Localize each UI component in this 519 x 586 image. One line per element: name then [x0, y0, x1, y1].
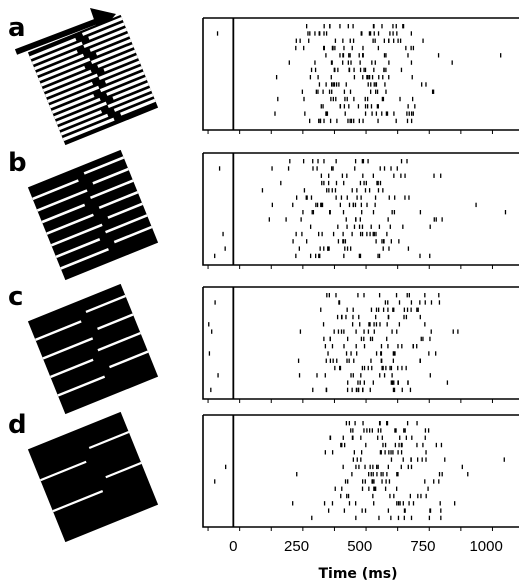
x-axis: 0 250 500 750 1000 Time (ms): [229, 538, 503, 582]
grating-line: [83, 149, 159, 175]
grating-stimulus: [27, 411, 159, 543]
grating-line: [38, 57, 91, 82]
panel-c: c: [8, 282, 519, 415]
x-axis-label: Time (ms): [318, 566, 397, 582]
panel-a: a: [8, 13, 519, 146]
x-tick-label: 250: [284, 538, 309, 555]
grating-bar: [62, 75, 159, 142]
grating-line: [46, 213, 94, 235]
grating-line: [33, 49, 78, 71]
raster-axis-frame: [202, 415, 519, 528]
grating-line: [39, 460, 87, 482]
grating-line: [29, 37, 77, 60]
grating-line: [36, 53, 85, 76]
panel-label: b: [8, 148, 27, 178]
grating-line: [34, 320, 82, 342]
grating-stimulus: [27, 149, 159, 281]
grating-line: [60, 113, 109, 136]
stimulus-square: [27, 411, 159, 543]
grating-line: [62, 117, 115, 142]
grating-line: [52, 490, 104, 513]
grating-line: [31, 41, 83, 65]
grating-line: [49, 85, 100, 109]
grating-line: [47, 81, 94, 103]
grating-line: [58, 109, 103, 131]
grating-stimulus: [27, 283, 159, 415]
grating-line: [55, 238, 101, 259]
raster-axis-frame: [202, 18, 519, 131]
grating-line: [41, 203, 86, 224]
grating-line: [50, 223, 103, 247]
grating-line: [60, 247, 109, 270]
panel-d: d: [8, 410, 519, 543]
grating-line: [120, 75, 159, 116]
grating-stimulus: [27, 14, 159, 146]
x-tick-label: 750: [410, 538, 435, 555]
grating-line: [42, 337, 94, 360]
grating-line: [49, 358, 94, 379]
panel-b: b: [8, 148, 519, 281]
grating-line: [113, 203, 159, 244]
grating-bar: [55, 59, 159, 125]
grating-line: [32, 179, 79, 201]
grating-line: [44, 73, 98, 98]
motion-arrow-head: [90, 8, 116, 34]
grating-line: [113, 71, 159, 112]
panel-label: a: [8, 13, 26, 43]
raster-axis-frame: [202, 287, 519, 400]
grating-bar: [60, 203, 159, 270]
motion-arrow: [14, 8, 116, 55]
grating-line: [40, 65, 86, 87]
grating-bar: [60, 71, 159, 136]
panel-label: d: [8, 410, 27, 440]
x-tick-label: 1000: [469, 538, 502, 555]
grating-line: [36, 189, 88, 212]
raster-axis-frame: [202, 153, 519, 266]
stimulus-square: [27, 283, 159, 415]
grating-line: [55, 101, 107, 125]
panel-label: c: [8, 282, 23, 312]
grating-line: [57, 375, 106, 397]
grating-line: [42, 69, 92, 93]
grating-line: [53, 97, 101, 120]
x-tick-label: 500: [347, 538, 372, 555]
grating-line: [51, 94, 95, 114]
motion-arrow-shaft: [14, 17, 102, 55]
grating-line: [112, 59, 159, 100]
x-tick-label: 0: [229, 538, 237, 555]
